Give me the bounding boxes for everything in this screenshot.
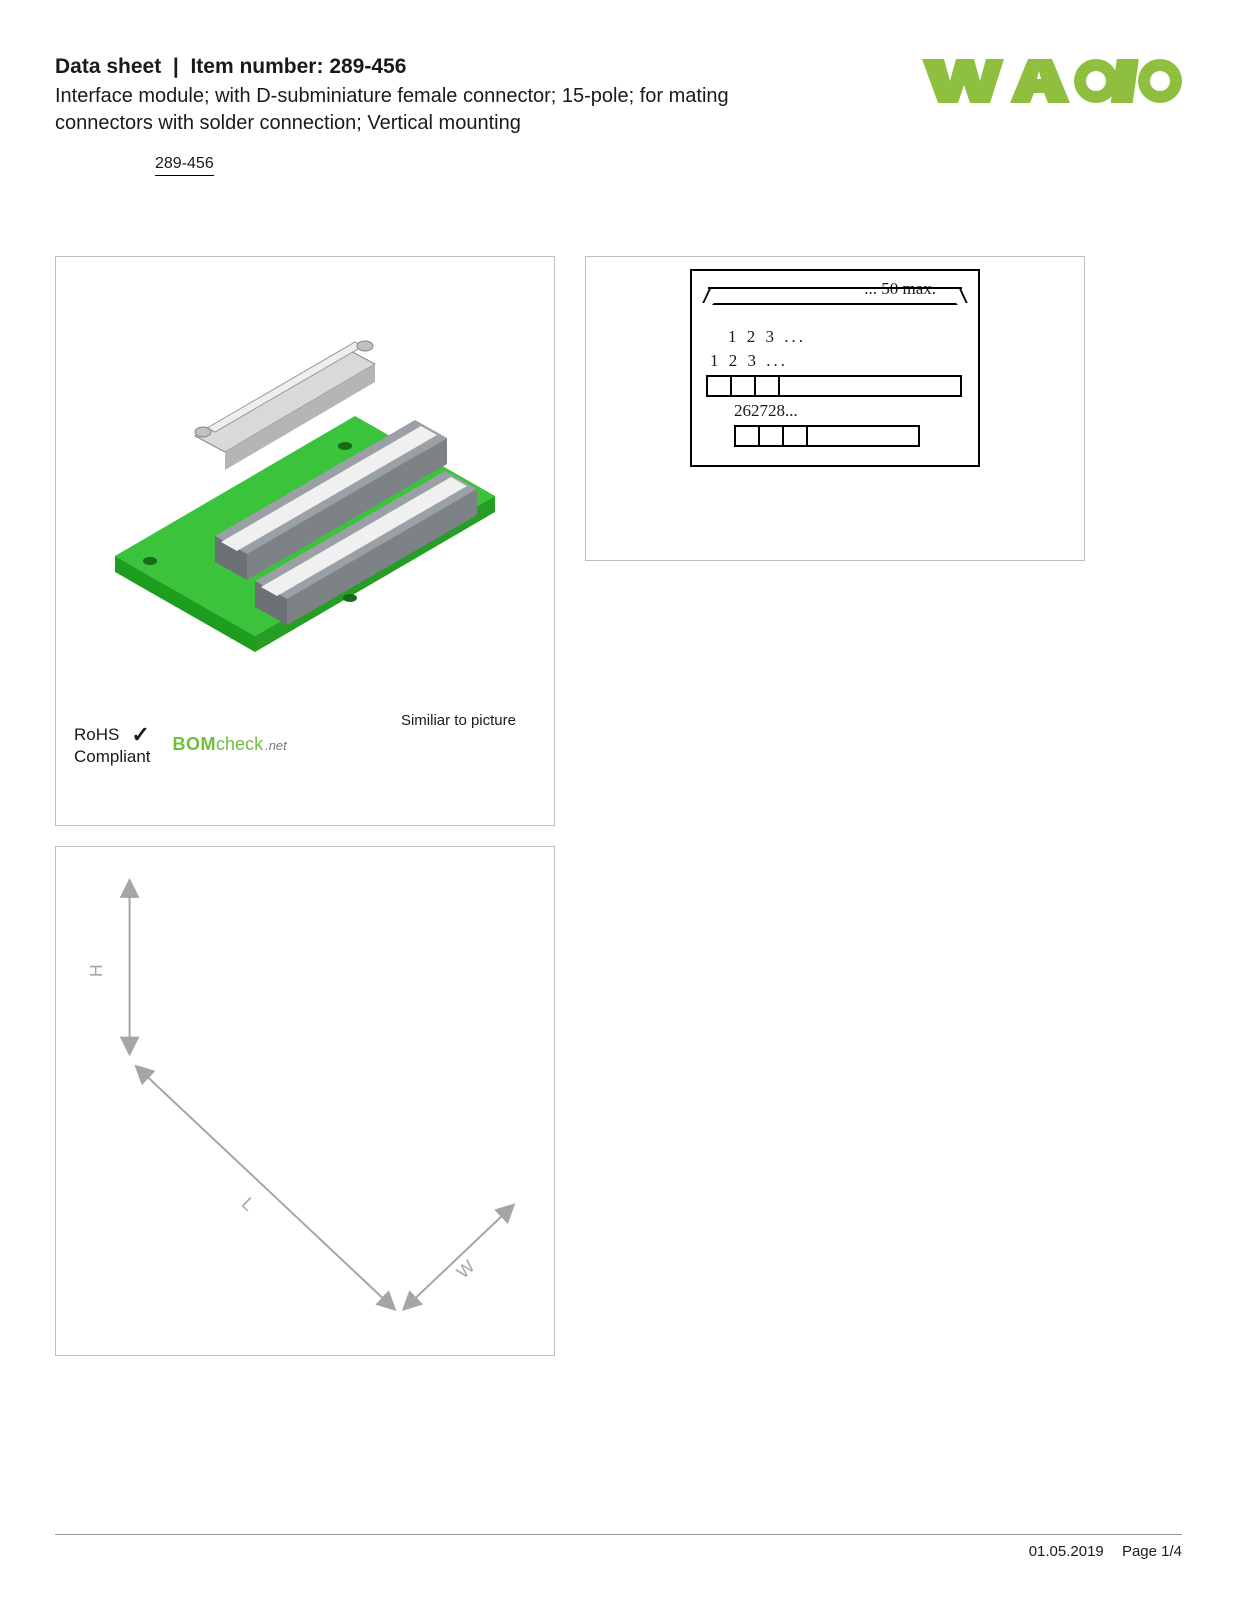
datasheet-page: Data sheet | Item number: 289-456 Interf… [0,0,1237,1600]
bomcheck-net: .net [265,738,287,753]
dim-h-label: H [86,964,106,977]
schema-cells-1 [706,375,962,397]
check-icon: ✓ [131,722,149,747]
schema-cells-2 [734,425,920,447]
title-line: Data sheet | Item number: 289-456 [55,55,795,79]
schema-diagram: ... 50 max. 1 2 3 ... 1 2 3 ... 262728..… [690,269,980,467]
similar-note: Similiar to picture [401,712,516,729]
dimensions-panel: H L W [55,846,555,1356]
rohs-compliant: Compliant [74,747,151,767]
schema-row3: 262728... [706,401,964,421]
bomcheck-logo: BOMcheck.net [173,734,287,755]
title-item-label: Item number: [190,55,323,78]
bomcheck-rest: check [216,734,263,755]
title-prefix: Data sheet [55,55,161,78]
product-footer: RoHS ✓ Compliant BOMcheck.net Similiar t… [74,716,536,807]
schema-row2: 1 2 3 ... [706,351,964,371]
footer-page: Page 1/4 [1122,1543,1182,1560]
header: Data sheet | Item number: 289-456 Interf… [55,55,1182,137]
product-description: Interface module; with D-subminiature fe… [55,83,795,137]
schema-row1: 1 2 3 ... [706,327,964,347]
item-code-link[interactable]: 289-456 [155,155,214,176]
rohs-badge: RoHS ✓ Compliant [74,722,151,767]
schema-panel: ... 50 max. 1 2 3 ... 1 2 3 ... 262728..… [585,256,1085,561]
page-footer: 01.05.2019 Page 1/4 [55,1534,1182,1560]
wago-logo [922,51,1182,116]
bomcheck-bold: BOM [173,734,217,755]
product-image-panel: RoHS ✓ Compliant BOMcheck.net Similiar t… [55,256,555,826]
schema-max: ... 50 max. [706,279,964,299]
title-item-number: 289-456 [329,55,406,78]
panels-container: RoHS ✓ Compliant BOMcheck.net Similiar t… [55,256,1182,1356]
dim-l-label: L [238,1193,259,1214]
rohs-label: RoHS [74,725,119,745]
footer-date: 01.05.2019 [1029,1543,1104,1560]
product-image [74,275,536,716]
title-separator: | [173,55,179,78]
header-text: Data sheet | Item number: 289-456 Interf… [55,55,795,137]
